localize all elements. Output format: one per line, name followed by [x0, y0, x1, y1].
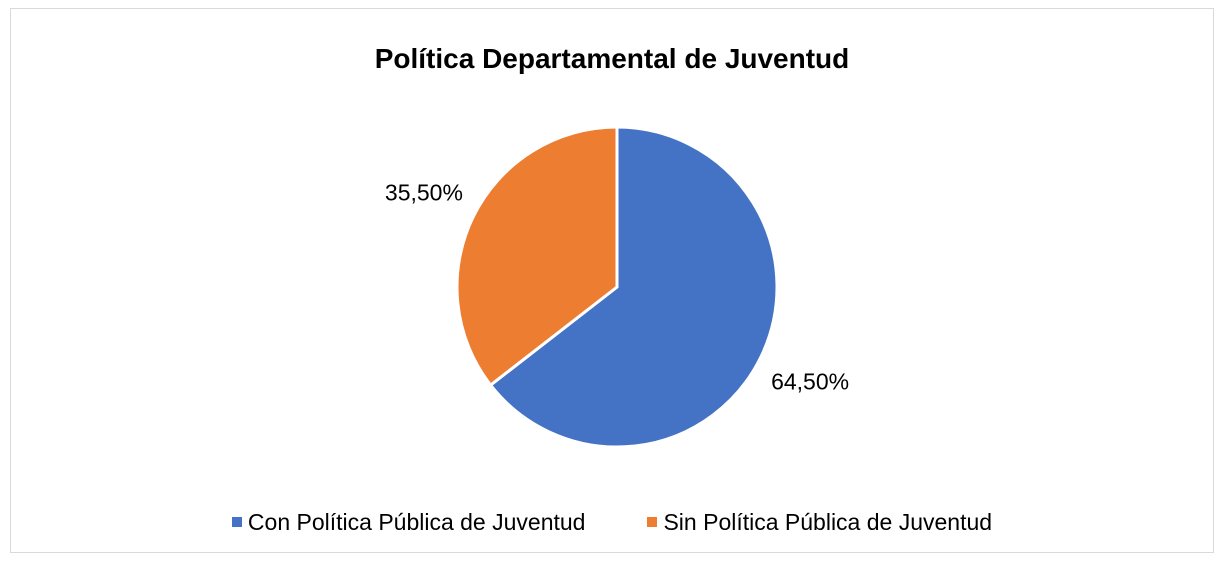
legend: Con Política Pública de Juventud Sin Pol…	[0, 508, 1224, 536]
legend-swatch-con-politica	[231, 517, 242, 527]
legend-label-sin-politica: Sin Política Pública de Juventud	[663, 509, 993, 535]
legend-item-con-politica: Con Política Pública de Juventud	[231, 508, 586, 536]
data-label-sin-politica: 35,50%	[385, 179, 463, 205]
legend-item-sin-politica: Sin Política Pública de Juventud	[647, 508, 992, 536]
pie-slice-con-politica	[488, 125, 779, 449]
pie-slices	[455, 125, 779, 449]
legend-swatch-sin-politica	[647, 517, 658, 527]
pie-data-labels: 64,50% 35,50%	[385, 179, 849, 394]
data-label-con-politica: 64,50%	[771, 369, 849, 395]
legend-label-con-politica: Con Política Pública de Juventud	[247, 509, 586, 535]
chart-title: Política Departamental de Juventud	[374, 43, 850, 74]
pie-slice-sin-politica	[455, 125, 619, 388]
